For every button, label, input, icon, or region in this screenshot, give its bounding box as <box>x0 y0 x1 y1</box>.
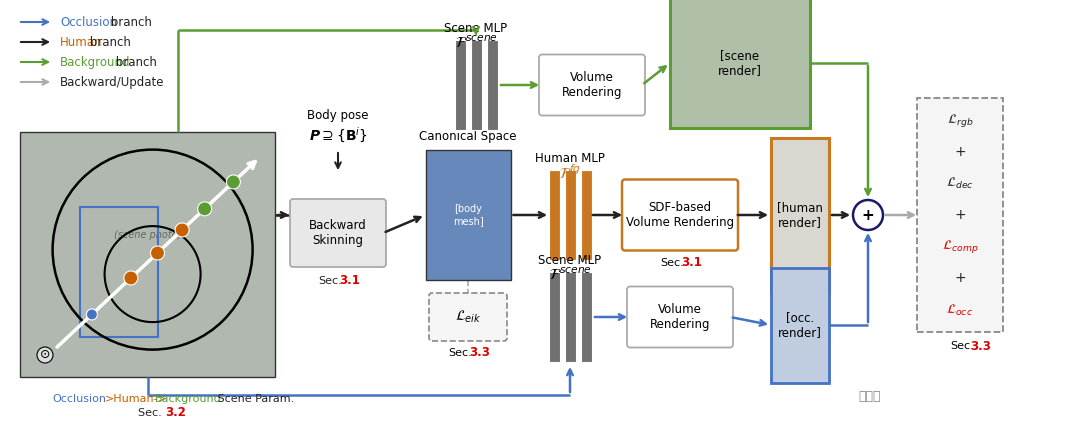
Text: Volume
Rendering: Volume Rendering <box>562 71 622 99</box>
Text: $\mathcal{L}_{dec}$: $\mathcal{L}_{dec}$ <box>946 176 974 191</box>
FancyBboxPatch shape <box>917 98 1003 332</box>
Text: $\mathcal{L}_{rgb}$: $\mathcal{L}_{rgb}$ <box>947 111 973 128</box>
Text: branch: branch <box>107 15 151 28</box>
Circle shape <box>124 271 138 285</box>
Text: 3.3: 3.3 <box>470 346 490 360</box>
Bar <box>21 132 275 377</box>
Bar <box>455 40 465 130</box>
FancyBboxPatch shape <box>291 199 386 267</box>
Bar <box>581 272 592 362</box>
Text: Scene MLP: Scene MLP <box>539 253 602 266</box>
Text: Backward
Skinning: Backward Skinning <box>309 219 367 247</box>
Circle shape <box>86 309 97 320</box>
FancyBboxPatch shape <box>622 179 738 250</box>
Text: Background: Background <box>154 394 221 404</box>
Text: +: + <box>955 144 966 159</box>
Circle shape <box>175 223 189 237</box>
Text: Canonical Space: Canonical Space <box>419 130 516 142</box>
Text: [human
render]: [human render] <box>778 201 823 229</box>
Text: Body pose: Body pose <box>307 108 368 122</box>
Text: Occlusion: Occlusion <box>53 394 107 404</box>
Bar <box>486 40 498 130</box>
Bar <box>771 138 829 292</box>
Text: $\mathcal{F}^{scene}$: $\mathcal{F}^{scene}$ <box>549 267 592 283</box>
Bar <box>565 170 576 260</box>
Text: Human MLP: Human MLP <box>535 151 605 164</box>
Circle shape <box>853 200 883 230</box>
Text: (scene photo): (scene photo) <box>113 230 181 240</box>
Text: [scene
render]: [scene render] <box>718 49 761 77</box>
Circle shape <box>198 202 212 216</box>
Text: $\boldsymbol{P} \supseteq \{\mathbf{B}^i\}$: $\boldsymbol{P} \supseteq \{\mathbf{B}^i… <box>309 125 367 145</box>
Bar <box>549 272 559 362</box>
Text: Occlusion: Occlusion <box>60 15 117 28</box>
Text: +: + <box>955 271 966 285</box>
Text: 3.3: 3.3 <box>970 340 990 352</box>
Text: ⊙: ⊙ <box>40 348 51 362</box>
Text: 3.2: 3.2 <box>165 406 187 419</box>
Text: branch: branch <box>86 36 131 48</box>
Text: $\mathcal{L}_{comp}$: $\mathcal{L}_{comp}$ <box>942 238 978 255</box>
Text: $\mathcal{F}^{scene}$: $\mathcal{F}^{scene}$ <box>455 35 498 51</box>
Text: Sec.: Sec. <box>448 348 472 358</box>
Text: Sec.: Sec. <box>950 341 974 351</box>
Text: $\mathcal{L}_{eik}$: $\mathcal{L}_{eik}$ <box>455 309 482 325</box>
Text: Scene MLP: Scene MLP <box>445 22 508 34</box>
Text: $\mathcal{F}^{fg}$: $\mathcal{F}^{fg}$ <box>559 164 581 182</box>
Bar <box>471 40 482 130</box>
Bar <box>549 170 559 260</box>
Text: 量子位: 量子位 <box>859 391 881 403</box>
FancyBboxPatch shape <box>429 293 507 341</box>
Bar <box>670 0 810 128</box>
FancyBboxPatch shape <box>539 54 645 116</box>
Text: $\mathcal{L}_{occ}$: $\mathcal{L}_{occ}$ <box>946 303 973 317</box>
Circle shape <box>227 175 241 189</box>
Text: 3.1: 3.1 <box>681 257 702 269</box>
Text: Sec.: Sec. <box>137 408 165 418</box>
Bar <box>581 170 592 260</box>
Bar <box>80 207 158 337</box>
Circle shape <box>150 246 164 260</box>
Bar <box>426 150 511 280</box>
Bar <box>771 267 829 382</box>
Text: Sec.: Sec. <box>660 258 684 268</box>
FancyBboxPatch shape <box>627 286 733 348</box>
Text: SDF-based
Volume Rendering: SDF-based Volume Rendering <box>626 201 734 229</box>
Text: >Human->: >Human-> <box>105 394 167 404</box>
Text: [body
mesh]: [body mesh] <box>453 204 484 226</box>
Text: Scene Param.: Scene Param. <box>215 394 295 404</box>
Text: branch: branch <box>112 56 157 68</box>
Text: +: + <box>955 208 966 222</box>
Text: Sec.: Sec. <box>319 276 342 286</box>
Text: [occ.
render]: [occ. render] <box>778 311 822 339</box>
Text: Backward/Update: Backward/Update <box>60 76 164 88</box>
Text: Human: Human <box>60 36 103 48</box>
Text: 3.1: 3.1 <box>339 275 361 287</box>
Circle shape <box>37 347 53 363</box>
Text: Background: Background <box>60 56 131 68</box>
Text: +: + <box>862 207 875 223</box>
Bar <box>565 272 576 362</box>
Text: Volume
Rendering: Volume Rendering <box>650 303 711 331</box>
